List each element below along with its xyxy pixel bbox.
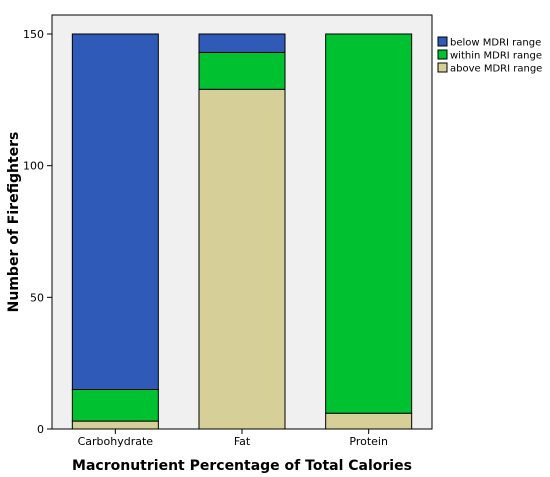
bar-carbohydrate-above-mdri-range: [71, 420, 159, 430]
legend: below MDRI range within MDRI range above M…: [437, 36, 542, 75]
legend-swatch: [437, 62, 448, 73]
x-tick-label: Carbohydrate: [78, 435, 154, 448]
x-tick-label: Protein: [349, 435, 388, 448]
y-tick-label: 100: [23, 160, 44, 173]
axes-group: Carbohydrate Fat Protein 0 50 100 150: [23, 28, 388, 448]
x-axis-title: Macronutrient Percentage of Total Calori…: [72, 458, 412, 474]
y-tick-label: 150: [23, 28, 44, 41]
bar-fat-below-mdri-range: [198, 33, 286, 53]
legend-label: above MDRI range: [450, 64, 542, 75]
bars-group: [71, 33, 413, 430]
legend-swatch: [437, 36, 448, 47]
x-tick-label: Fat: [234, 435, 251, 448]
y-axis-title: Number of Firefighters: [6, 132, 22, 313]
bar-fat-above-mdri-range: [198, 88, 286, 430]
bar-protein-above-mdri-range: [325, 412, 413, 430]
y-tick-label: 50: [30, 291, 44, 304]
bar-protein-within-mdri-range: [325, 33, 413, 414]
bar-carbohydrate-below-mdri-range: [71, 33, 159, 390]
legend-swatch: [437, 49, 448, 60]
bar-carbohydrate-within-mdri-range: [71, 389, 159, 422]
legend-label: within MDRI range: [450, 51, 542, 62]
bar-fat-within-mdri-range: [198, 51, 286, 90]
legend-label: below MDRI range: [450, 38, 541, 49]
y-tick-label: 0: [37, 423, 44, 436]
